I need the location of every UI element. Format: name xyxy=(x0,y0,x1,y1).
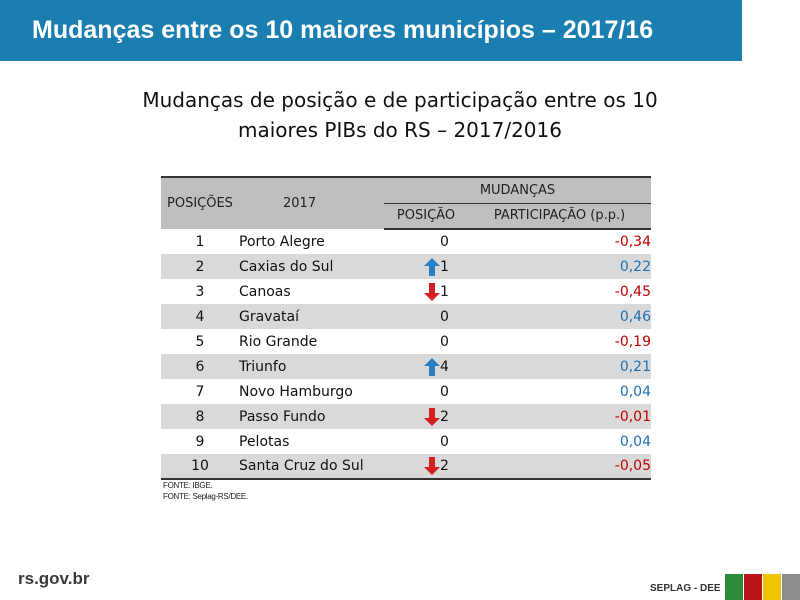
row-city: Pelotas xyxy=(239,433,290,450)
arrow-down-icon xyxy=(424,407,440,426)
row-arrow-cell xyxy=(384,429,440,454)
slide-subtitle: Mudanças de posição e de participação en… xyxy=(100,85,700,145)
row-position: 6 xyxy=(161,354,239,379)
row-position-change: 1 xyxy=(440,283,449,300)
row-participation-change: -0,19 xyxy=(614,333,651,350)
page-title: Mudanças entre os 10 maiores municípios … xyxy=(32,16,654,44)
row-position-change: 1 xyxy=(440,254,468,279)
row-position: 9 xyxy=(195,433,205,450)
table-body: 1 Porto Alegre 0 -0,34 2 Caxias do Sul 1 0,22 3 C… xyxy=(161,229,651,480)
row-arrow-cell xyxy=(384,354,440,379)
flag-stripe-green xyxy=(725,574,743,600)
row-arrow-cell xyxy=(384,304,440,329)
row-city: Caxias do Sul xyxy=(239,254,384,279)
row-city: Rio Grande xyxy=(239,333,318,350)
row-city: Gravataí xyxy=(239,304,384,329)
header-mudancas: MUDANÇAS xyxy=(384,176,651,204)
row-city: Novo Hamburgo xyxy=(239,383,353,400)
ranking-table: POSIÇÕES 2017 MUDANÇAS POSIÇÃO PARTICIPA… xyxy=(161,176,651,480)
row-city: Canoas xyxy=(239,283,291,300)
row-city: Porto Alegre xyxy=(239,233,325,250)
row-participation-change: -0,01 xyxy=(468,404,651,429)
row-participation-change: -0,45 xyxy=(614,283,651,300)
row-position-change: 4 xyxy=(440,354,468,379)
flag-stripe-red xyxy=(744,574,762,600)
row-position-change: 2 xyxy=(440,454,468,480)
row-participation-change: 0,04 xyxy=(619,433,651,450)
table-row: 3 Canoas 1 -0,45 xyxy=(161,279,651,304)
header-participacao: PARTICIPAÇÃO (p.p.) xyxy=(468,203,651,230)
source-ibge: FONTE: IBGE. xyxy=(163,481,213,490)
header-posicao: POSIÇÃO xyxy=(384,203,468,230)
row-position-change: 0 xyxy=(440,383,449,400)
row-arrow-cell xyxy=(384,229,440,254)
flag-stripe-gray xyxy=(782,574,800,600)
table-row: 9 Pelotas 0 0,04 xyxy=(161,429,651,454)
row-position-change: 2 xyxy=(440,404,468,429)
row-arrow-cell xyxy=(384,379,440,404)
row-arrow-cell xyxy=(384,404,440,429)
header-posicoes: POSIÇÕES xyxy=(161,176,239,229)
row-position-change: 0 xyxy=(440,433,449,450)
arrow-down-icon xyxy=(424,457,440,475)
source-seplag: FONTE: Seplag-RS/DEE. xyxy=(163,492,248,501)
table-row: 1 Porto Alegre 0 -0,34 xyxy=(161,229,651,254)
header-year: 2017 xyxy=(239,176,384,229)
header-bar: Mudanças entre os 10 maiores municípios … xyxy=(0,0,742,61)
arrow-down-icon xyxy=(424,282,440,301)
table-row: 10 Santa Cruz do Sul 2 -0,05 xyxy=(161,454,651,480)
footer-label: SEPLAG - DEE xyxy=(650,583,721,594)
row-arrow-cell xyxy=(384,329,440,354)
row-participation-change: 0,22 xyxy=(468,254,651,279)
row-position-change: 0 xyxy=(440,333,449,350)
row-position-change: 0 xyxy=(440,304,468,329)
table-row: 6 Triunfo 4 0,21 xyxy=(161,354,651,379)
table-row: 4 Gravataí 0 0,46 xyxy=(161,304,651,329)
row-position: 3 xyxy=(195,283,205,300)
row-city: Triunfo xyxy=(239,354,384,379)
subtitle-line-1: Mudanças de posição e de participação en… xyxy=(142,88,658,112)
row-position: 8 xyxy=(161,404,239,429)
arrow-up-icon xyxy=(424,357,440,376)
row-arrow-cell xyxy=(384,279,440,304)
row-participation-change: -0,34 xyxy=(614,234,651,250)
row-arrow-cell xyxy=(384,454,440,480)
flag-stripe-yellow xyxy=(763,574,781,600)
row-position: 2 xyxy=(161,254,239,279)
table-row: 8 Passo Fundo 2 -0,01 xyxy=(161,404,651,429)
table-row: 5 Rio Grande 0 -0,19 xyxy=(161,329,651,354)
subtitle-line-2: maiores PIBs do RS – 2017/2016 xyxy=(238,118,562,142)
row-position: 1 xyxy=(195,233,205,250)
row-position: 4 xyxy=(161,304,239,329)
row-arrow-cell xyxy=(384,254,440,279)
sources: FONTE: IBGE. FONTE: Seplag-RS/DEE. xyxy=(163,480,248,502)
row-participation-change: -0,05 xyxy=(468,454,651,480)
row-position: 7 xyxy=(195,383,205,400)
rs-gov-logo[interactable]: rs.gov.br xyxy=(18,569,90,588)
table-row: 2 Caxias do Sul 1 0,22 xyxy=(161,254,651,279)
row-city: Passo Fundo xyxy=(239,404,384,429)
row-city: Santa Cruz do Sul xyxy=(239,454,384,480)
arrow-up-icon xyxy=(424,257,440,276)
row-position-change: 0 xyxy=(440,234,449,250)
row-position: 5 xyxy=(195,333,205,350)
row-participation-change: 0,46 xyxy=(468,304,651,329)
row-participation-change: 0,21 xyxy=(468,354,651,379)
row-position: 10 xyxy=(161,454,239,480)
table-row: 7 Novo Hamburgo 0 0,04 xyxy=(161,379,651,404)
row-participation-change: 0,04 xyxy=(619,383,651,400)
